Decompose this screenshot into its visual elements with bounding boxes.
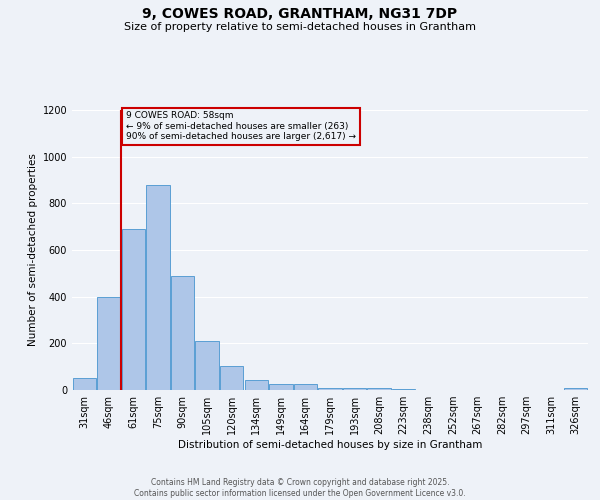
- Y-axis label: Number of semi-detached properties: Number of semi-detached properties: [28, 154, 38, 346]
- Text: Contains HM Land Registry data © Crown copyright and database right 2025.
Contai: Contains HM Land Registry data © Crown c…: [134, 478, 466, 498]
- Bar: [122, 229, 145, 390]
- Bar: [269, 384, 293, 390]
- Text: 9, COWES ROAD, GRANTHAM, NG31 7DP: 9, COWES ROAD, GRANTHAM, NG31 7DP: [142, 8, 458, 22]
- Bar: [171, 276, 194, 390]
- Bar: [73, 378, 96, 390]
- Bar: [220, 366, 244, 390]
- Bar: [245, 380, 268, 390]
- Bar: [294, 384, 317, 390]
- Bar: [564, 388, 587, 390]
- Bar: [319, 388, 341, 390]
- Bar: [367, 388, 391, 390]
- Bar: [343, 388, 366, 390]
- Text: Size of property relative to semi-detached houses in Grantham: Size of property relative to semi-detach…: [124, 22, 476, 32]
- Bar: [97, 296, 121, 390]
- Bar: [196, 341, 219, 390]
- Bar: [146, 184, 170, 390]
- Text: 9 COWES ROAD: 58sqm
← 9% of semi-detached houses are smaller (263)
90% of semi-d: 9 COWES ROAD: 58sqm ← 9% of semi-detache…: [126, 112, 356, 141]
- X-axis label: Distribution of semi-detached houses by size in Grantham: Distribution of semi-detached houses by …: [178, 440, 482, 450]
